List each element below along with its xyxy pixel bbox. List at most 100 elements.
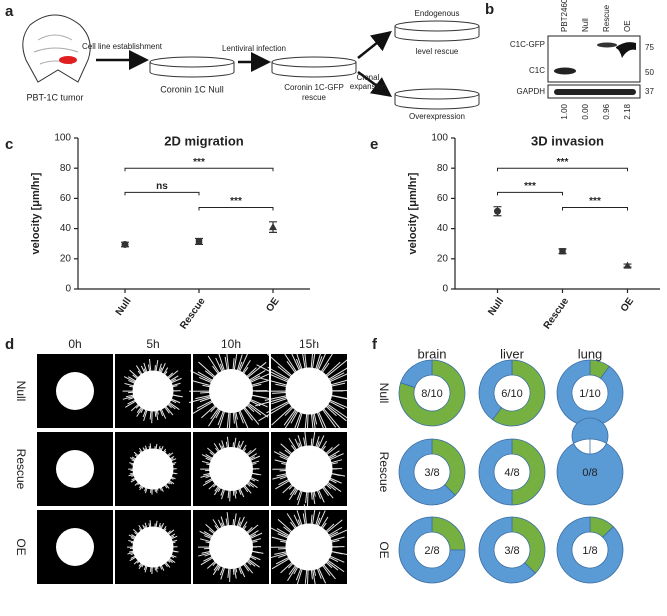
organ-label: liver <box>500 346 525 361</box>
donut-label: 3/8 <box>424 467 439 479</box>
row-label: Rescue <box>14 449 28 490</box>
timepoint-label: 5h <box>146 337 159 351</box>
spheroid <box>285 523 333 571</box>
donut-label: 1/8 <box>582 545 597 557</box>
significance-bracket <box>497 167 628 172</box>
row-label: Null <box>377 383 391 404</box>
lane-label: Null <box>581 18 590 32</box>
panel-label: b <box>485 1 494 18</box>
y-tick-label: 40 <box>437 223 449 234</box>
chart-title: 2D migration <box>164 133 244 148</box>
quant-label: 0.96 <box>602 103 611 119</box>
row-label: Null <box>14 381 28 402</box>
x-tick-label: OE <box>264 296 281 314</box>
y-tick-label: 100 <box>54 133 71 144</box>
x-tick-label: OE <box>619 296 636 314</box>
y-tick-label: 60 <box>437 193 449 204</box>
donut-segment <box>478 438 513 506</box>
organ-label: brain <box>418 346 447 361</box>
significance-bracket <box>124 191 200 196</box>
panel-label: e <box>370 136 378 153</box>
mw-label: 75 <box>645 43 654 52</box>
donut-segment <box>556 359 624 427</box>
y-axis-label: velocity [μm/hr] <box>407 172 419 254</box>
band <box>616 42 636 58</box>
donut-segment <box>556 417 624 506</box>
quant-label: 1.00 <box>560 103 569 119</box>
donut-label: 2/8 <box>424 545 439 557</box>
donut-label: 4/8 <box>504 467 519 479</box>
arrow <box>357 70 393 97</box>
dish <box>149 56 235 78</box>
mw-label: 37 <box>645 87 654 96</box>
y-axis-label: velocity [μm/hr] <box>30 172 42 254</box>
chart-title: 3D invasion <box>531 133 604 148</box>
marker <box>269 223 277 231</box>
donut-label: 6/10 <box>501 388 522 400</box>
significance-bracket <box>198 206 274 211</box>
panel-label: c <box>5 136 13 153</box>
row-label: Rescue <box>377 452 391 493</box>
spheroid <box>132 370 174 412</box>
arrow <box>357 30 392 59</box>
donut-label: 0/8 <box>582 467 597 479</box>
quant-label: 0.00 <box>581 103 590 119</box>
donut-segment <box>511 438 546 506</box>
spheroid <box>209 447 253 491</box>
quant-label: 2.18 <box>623 103 632 119</box>
marker <box>121 240 129 248</box>
timepoint-label: 10h <box>221 337 241 351</box>
x-tick-label: Null <box>114 296 134 318</box>
significance-label: *** <box>193 157 205 168</box>
donut-segment <box>478 516 536 584</box>
y-tick-label: 40 <box>60 223 72 234</box>
spheroid <box>209 525 253 569</box>
significance-label: *** <box>557 157 569 168</box>
dish <box>394 88 480 110</box>
schematic-label: Overexpression <box>409 112 465 121</box>
band <box>554 67 576 75</box>
donut-segment <box>398 516 466 584</box>
y-tick-label: 60 <box>60 193 72 204</box>
lane-label: Rescue <box>602 4 611 32</box>
donut-segment <box>400 359 433 388</box>
dish <box>394 20 480 42</box>
spheroid <box>56 372 94 410</box>
band <box>554 89 636 95</box>
band-label: C1C <box>529 66 545 75</box>
schematic-label: Coronin 1C Null <box>160 84 224 94</box>
mw-label: 50 <box>645 68 654 77</box>
dish <box>271 56 357 78</box>
marker <box>623 261 632 269</box>
spheroid <box>285 445 333 493</box>
panel-label: f <box>372 336 378 353</box>
spheroid <box>56 450 94 488</box>
significance-bracket <box>124 167 274 172</box>
significance-label: *** <box>589 196 601 207</box>
tumor <box>59 56 77 64</box>
schematic-label: Coronin 1C-GFP <box>284 83 344 92</box>
x-tick-label: Null <box>486 296 506 318</box>
donut-segment <box>398 359 466 427</box>
row-label: OE <box>14 538 28 555</box>
spheroid <box>56 528 94 566</box>
y-tick-label: 0 <box>65 284 71 295</box>
blot <box>547 35 641 99</box>
lane-label: OE <box>623 20 632 32</box>
band <box>597 42 617 48</box>
donut-segment <box>492 359 546 427</box>
x-tick-label: Rescue <box>542 296 572 332</box>
panel-label: a <box>5 3 14 20</box>
y-tick-label: 20 <box>437 253 449 264</box>
donut-segment <box>431 438 466 496</box>
schematic-label: rescue <box>302 93 327 102</box>
y-tick-label: 80 <box>60 163 72 174</box>
lane-label: PBT2460 <box>560 0 569 32</box>
arrows <box>96 30 393 97</box>
significance-label: ns <box>156 181 168 192</box>
band-label: C1C-GFP <box>510 40 545 49</box>
timepoint-label: 0h <box>68 337 81 351</box>
donut-segment <box>398 438 456 506</box>
spheroid <box>285 367 333 415</box>
row-label: OE <box>377 541 391 558</box>
